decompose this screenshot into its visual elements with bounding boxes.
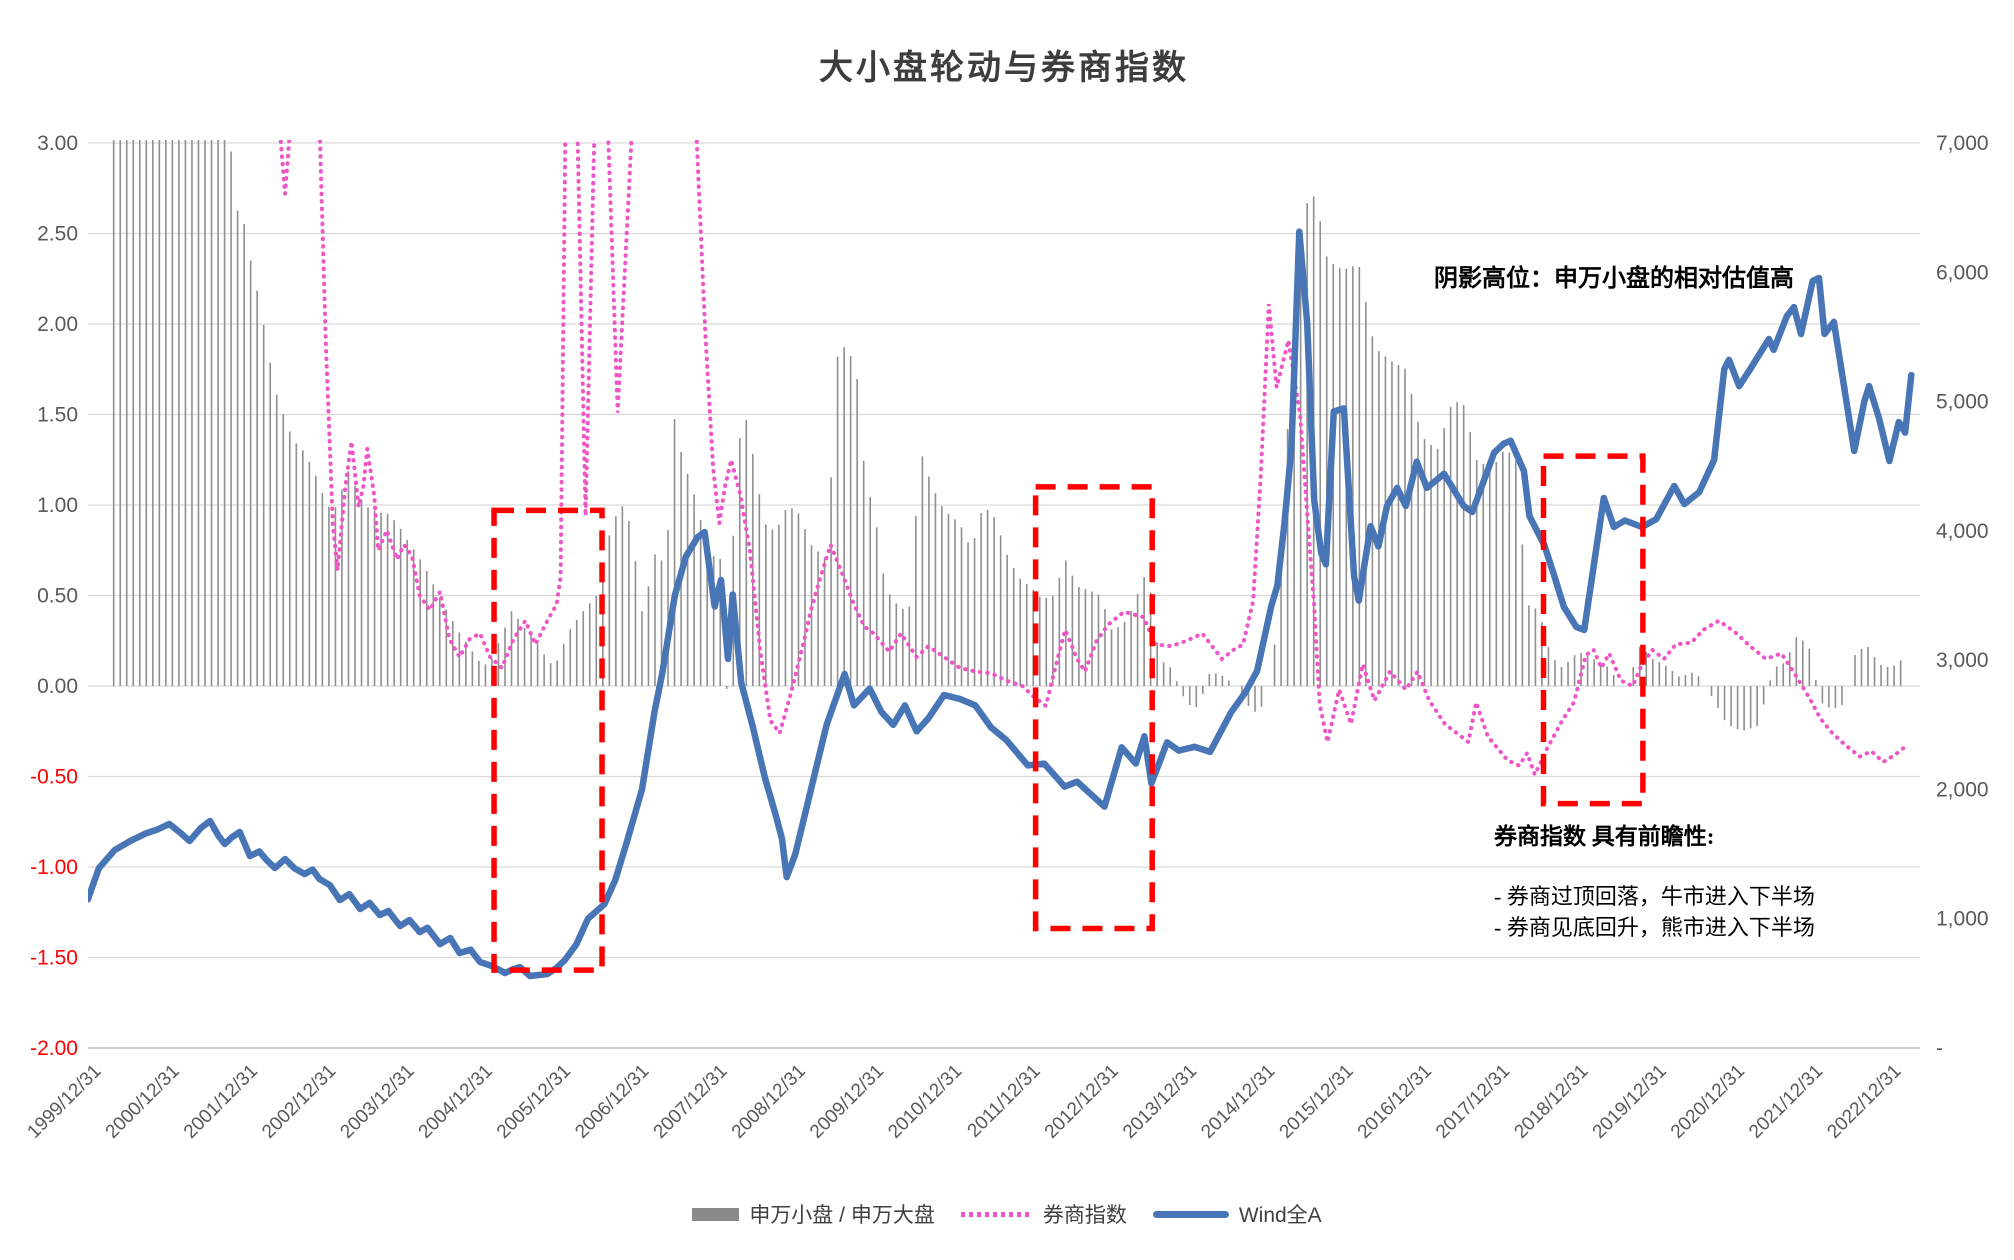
x-axis-label: 2010/12/31 bbox=[884, 1061, 966, 1143]
x-axis-label: 2004/12/31 bbox=[415, 1061, 497, 1143]
wind-all-a-line bbox=[88, 228, 1915, 980]
annotation-broker-block: 券商指数 具有前瞻性: - 券商过顶回落，牛市进入下半场 - 券商见底回升，熊市… bbox=[1494, 817, 1924, 943]
x-axis-label: 2019/12/31 bbox=[1589, 1061, 1671, 1143]
y-axis-left-label: -1.50 bbox=[30, 947, 78, 970]
x-axis-label: 2005/12/31 bbox=[493, 1061, 575, 1143]
x-axis-label: 2002/12/31 bbox=[258, 1061, 340, 1143]
y-axis-left-label: 0.00 bbox=[37, 675, 78, 698]
y-axis-left-label: -2.00 bbox=[30, 1037, 78, 1060]
legend-item-wind-all-a: Wind全A bbox=[1152, 1199, 1322, 1229]
annotation-shadow-note: 阴影高位：申万小盘的相对估值高 bbox=[1434, 266, 1794, 292]
y-axis-right-label: - bbox=[1936, 1037, 1943, 1060]
annotation-broker-point-2: - 券商见底回升，熊市进入下半场 bbox=[1494, 915, 1815, 940]
x-axis-label: 2015/12/31 bbox=[1276, 1061, 1358, 1143]
broker-index-line bbox=[278, 140, 1909, 780]
highlight-box bbox=[1540, 453, 1646, 807]
legend-label: 申万小盘 / 申万大盘 bbox=[749, 1204, 935, 1227]
y-axis-right-label: 2,000 bbox=[1936, 778, 1989, 801]
highlight-box bbox=[1032, 484, 1155, 932]
x-axis-label: 2016/12/31 bbox=[1354, 1061, 1436, 1143]
y-axis-right-label: 1,000 bbox=[1936, 908, 1989, 931]
y-axis-left-label: 1.00 bbox=[37, 494, 78, 517]
legend-item-broker-index: 券商指数 bbox=[960, 1199, 1127, 1229]
y-axis-right-label: 5,000 bbox=[1936, 391, 1989, 414]
x-axis-label: 2000/12/31 bbox=[102, 1061, 184, 1143]
x-axis-label: 2008/12/31 bbox=[728, 1061, 810, 1143]
x-axis-label: 2009/12/31 bbox=[806, 1061, 888, 1143]
x-axis-label: 2003/12/31 bbox=[336, 1061, 418, 1143]
x-axis-label: 2007/12/31 bbox=[650, 1061, 732, 1143]
y-axis-right-label: 4,000 bbox=[1936, 520, 1989, 543]
x-axis-label: 2014/12/31 bbox=[1197, 1061, 1279, 1143]
bar-series bbox=[112, 140, 1902, 731]
x-axis-label: 2001/12/31 bbox=[180, 1061, 262, 1143]
x-axis-label: 2006/12/31 bbox=[571, 1061, 653, 1143]
x-axis-label: 2020/12/31 bbox=[1667, 1061, 1749, 1143]
x-axis-label: 2021/12/31 bbox=[1745, 1061, 1827, 1143]
annotation-broker-title: 券商指数 具有前瞻性: bbox=[1494, 824, 1715, 849]
y-axis-left-label: -1.00 bbox=[30, 856, 78, 879]
x-axis-label: 2022/12/31 bbox=[1823, 1061, 1905, 1143]
x-axis-label: 1999/12/31 bbox=[23, 1061, 105, 1143]
blue-line-swatch-icon bbox=[1152, 1210, 1229, 1218]
y-axis-left-label: 2.50 bbox=[37, 223, 78, 246]
y-axis-left-label: 2.00 bbox=[37, 313, 78, 336]
y-axis-left-label: 3.00 bbox=[37, 132, 78, 155]
chart-title: 大小盘轮动与券商指数 bbox=[819, 50, 1189, 87]
highlight-box bbox=[491, 507, 605, 973]
y-axis-right-label: 3,000 bbox=[1936, 649, 1989, 672]
pink-dotted-line-swatch-icon bbox=[960, 1211, 1033, 1217]
y-axis-left-label: 0.50 bbox=[37, 585, 78, 608]
x-axis-label: 2017/12/31 bbox=[1432, 1061, 1514, 1143]
x-axis-label: 2011/12/31 bbox=[964, 1061, 1045, 1142]
legend-item-smallcap-ratio: 申万小盘 / 申万大盘 bbox=[692, 1199, 935, 1229]
legend-label: Wind全A bbox=[1238, 1204, 1322, 1227]
annotation-broker-point-1: - 券商过顶回落，牛市进入下半场 bbox=[1494, 884, 1815, 909]
y-axis-right-label: 7,000 bbox=[1936, 132, 1989, 155]
gray-bar-swatch-icon bbox=[692, 1207, 740, 1221]
x-axis-label: 2012/12/31 bbox=[1041, 1061, 1123, 1143]
y-axis-right-label: 6,000 bbox=[1936, 261, 1989, 284]
y-axis-left-label: 1.50 bbox=[37, 404, 78, 427]
y-axis-left-label: -0.50 bbox=[30, 766, 78, 789]
legend: 申万小盘 / 申万大盘 券商指数 Wind全A bbox=[0, 1194, 2014, 1234]
x-axis-label: 2013/12/31 bbox=[1119, 1061, 1201, 1143]
x-axis-label: 2018/12/31 bbox=[1510, 1061, 1592, 1143]
legend-label: 券商指数 bbox=[1042, 1204, 1127, 1227]
